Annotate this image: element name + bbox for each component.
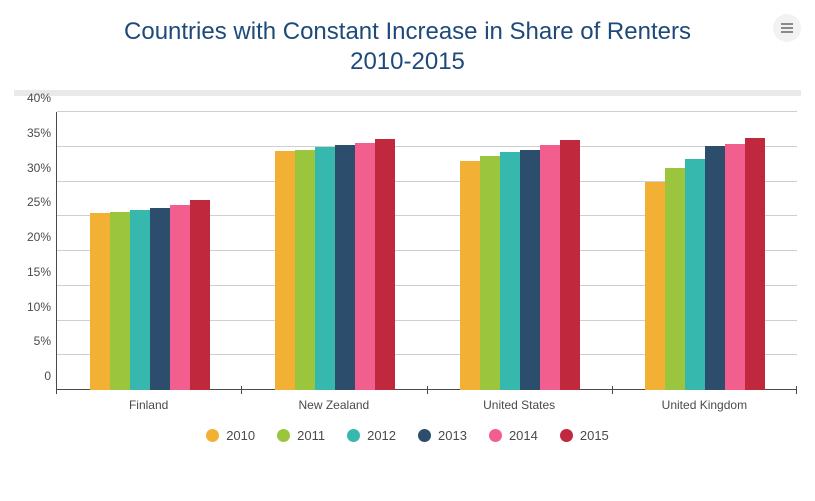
bar (520, 150, 540, 390)
bar (560, 140, 580, 390)
legend-label: 2015 (580, 428, 609, 443)
legend-swatch (277, 429, 290, 442)
bar (90, 213, 110, 390)
legend-swatch (206, 429, 219, 442)
y-axis-label: 35% (27, 126, 57, 140)
bar (725, 144, 745, 390)
legend-label: 2012 (367, 428, 396, 443)
legend-swatch (347, 429, 360, 442)
bar-group (460, 112, 580, 390)
bar (500, 152, 520, 390)
y-axis-label: 40% (27, 91, 57, 105)
bar (645, 182, 665, 391)
hamburger-icon (780, 22, 794, 34)
bar (110, 212, 130, 390)
bar (705, 146, 725, 390)
bar-group (275, 112, 395, 390)
y-axis-label: 15% (27, 265, 57, 279)
legend-item[interactable]: 2015 (560, 428, 609, 443)
x-axis-label: United States (483, 398, 555, 412)
legend: 2010 2011 2012 2013 2014 2015 (14, 428, 801, 443)
legend-item[interactable]: 2013 (418, 428, 467, 443)
y-axis-label: 10% (27, 300, 57, 314)
y-axis-label: 30% (27, 161, 57, 175)
y-axis-label: 0 (44, 369, 57, 383)
legend-label: 2011 (297, 428, 325, 443)
legend-item[interactable]: 2011 (277, 428, 325, 443)
bar (130, 210, 150, 390)
x-tick (796, 386, 797, 394)
bar (315, 147, 335, 390)
bar-group (645, 112, 765, 390)
legend-swatch (560, 429, 573, 442)
x-tick (56, 386, 57, 394)
bar (355, 143, 375, 390)
bar-group (90, 112, 210, 390)
x-axis-label: Finland (129, 398, 168, 412)
chart-title-line2: 2010-2015 (14, 48, 801, 76)
legend-item[interactable]: 2014 (489, 428, 538, 443)
y-axis-label: 25% (27, 195, 57, 209)
bar (275, 151, 295, 390)
chart-container: Countries with Constant Increase in Shar… (0, 0, 815, 501)
x-axis-label: United Kingdom (662, 398, 747, 412)
chart-title: Countries with Constant Increase in Shar… (14, 18, 801, 76)
x-tick (427, 386, 428, 394)
bar (295, 150, 315, 390)
legend-label: 2010 (226, 428, 255, 443)
bar (190, 200, 210, 390)
divider (14, 90, 801, 96)
bar (745, 138, 765, 390)
legend-swatch (418, 429, 431, 442)
bar (540, 145, 560, 390)
bar (170, 205, 190, 390)
y-axis-label: 20% (27, 230, 57, 244)
legend-label: 2013 (438, 428, 467, 443)
x-tick (241, 386, 242, 394)
bar (150, 208, 170, 390)
bar (335, 145, 355, 390)
x-axis-label: New Zealand (299, 398, 370, 412)
legend-label: 2014 (509, 428, 538, 443)
bar (665, 168, 685, 390)
bar (375, 139, 395, 390)
chart-title-line1: Countries with Constant Increase in Shar… (14, 18, 801, 46)
chart-plot-area: 05%10%15%20%25%30%35%40% FinlandNew Zeal… (56, 112, 797, 412)
bar (685, 159, 705, 390)
legend-swatch (489, 429, 502, 442)
legend-item[interactable]: 2012 (347, 428, 396, 443)
legend-item[interactable]: 2010 (206, 428, 255, 443)
y-axis-label: 5% (34, 334, 57, 348)
chart-menu-button[interactable] (773, 14, 801, 42)
bar (460, 161, 480, 390)
bar (480, 156, 500, 390)
x-tick (612, 386, 613, 394)
